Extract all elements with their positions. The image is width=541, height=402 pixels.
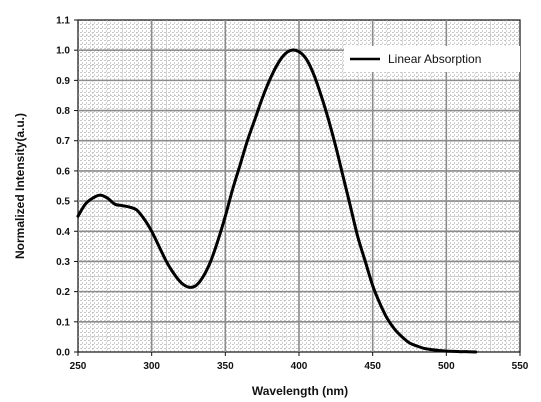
x-axis-ticks: 250 300 350 400 450 500 550 xyxy=(70,352,529,372)
y-tick-label: 0.1 xyxy=(56,317,70,328)
series-layer xyxy=(76,48,478,354)
y-tick-label: 0.3 xyxy=(56,257,70,268)
y-tick-label: 0.6 xyxy=(56,166,70,177)
x-tick-label: 450 xyxy=(364,361,381,372)
x-tick-label: 300 xyxy=(143,361,160,372)
series-line-linear-absorption xyxy=(76,48,478,354)
y-tick-label: 0.8 xyxy=(56,106,70,117)
y-tick-label: 1.1 xyxy=(56,16,70,27)
x-tick-label: 350 xyxy=(217,361,234,372)
x-axis-label: Wavelength (nm) xyxy=(252,384,348,398)
legend: Linear Absorption xyxy=(344,46,520,72)
x-tick-label: 500 xyxy=(438,361,455,372)
y-tick-label: 0.9 xyxy=(56,76,70,87)
y-axis-ticks: 0.0 0.1 0.2 0.3 0.4 0.5 0.6 0.7 0.8 0.9 1.0 1.1 xyxy=(56,16,78,359)
y-tick-label: 0.0 xyxy=(56,348,70,359)
y-tick-label: 0.2 xyxy=(56,287,70,298)
legend-label: Linear Absorption xyxy=(388,52,481,66)
y-axis-label: Normalized Intensity(a.u.) xyxy=(13,113,27,259)
y-tick-label: 1.0 xyxy=(56,46,70,57)
y-tick-label: 0.5 xyxy=(56,197,70,208)
x-tick-label: 550 xyxy=(512,361,529,372)
x-tick-label: 400 xyxy=(291,361,308,372)
y-tick-label: 0.7 xyxy=(56,136,70,147)
x-tick-label: 250 xyxy=(70,361,87,372)
y-tick-label: 0.4 xyxy=(56,227,70,238)
